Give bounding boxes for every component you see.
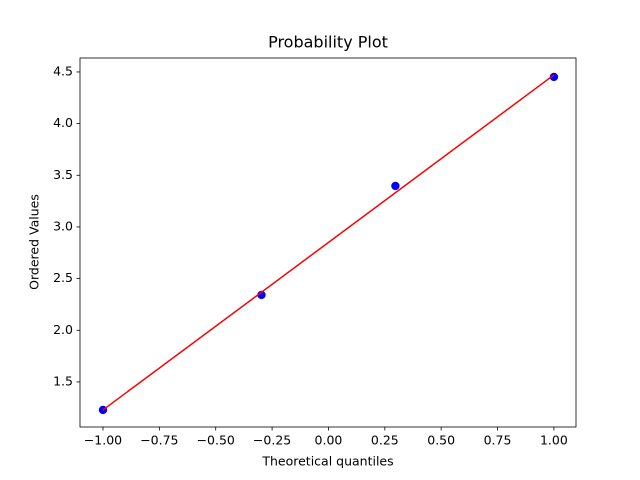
plot-frame xyxy=(79,57,577,428)
y-tick-label: 3.5 xyxy=(53,167,73,182)
y-tick-label: 4.5 xyxy=(53,63,73,78)
chart-title: Probability Plot xyxy=(268,33,388,52)
point xyxy=(391,181,400,191)
x-tick-label: 0.00 xyxy=(315,433,343,448)
x-axis-label: Theoretical quantiles xyxy=(261,454,393,469)
x-tick-label: −0.25 xyxy=(253,433,291,448)
x-tick-label: −1.00 xyxy=(84,433,122,448)
y-tick-label: 1.5 xyxy=(53,373,73,388)
y-tick-label: 3.0 xyxy=(53,218,73,233)
point xyxy=(549,72,559,82)
fit-line xyxy=(102,74,555,411)
x-tick-label: 1.00 xyxy=(540,433,568,448)
x-tick-label: 0.25 xyxy=(371,433,399,448)
x-tick-label: −0.50 xyxy=(197,433,235,448)
x-tick-label: −0.75 xyxy=(140,433,178,448)
y-tick-label: 2.0 xyxy=(53,322,73,337)
y-tick-label: 2.5 xyxy=(53,270,73,285)
x-tick-label: 0.50 xyxy=(427,433,455,448)
x-tick-label: 0.75 xyxy=(484,433,512,448)
y-tick-label: 4.0 xyxy=(53,115,73,130)
y-axis-label: Ordered Values xyxy=(27,194,42,290)
